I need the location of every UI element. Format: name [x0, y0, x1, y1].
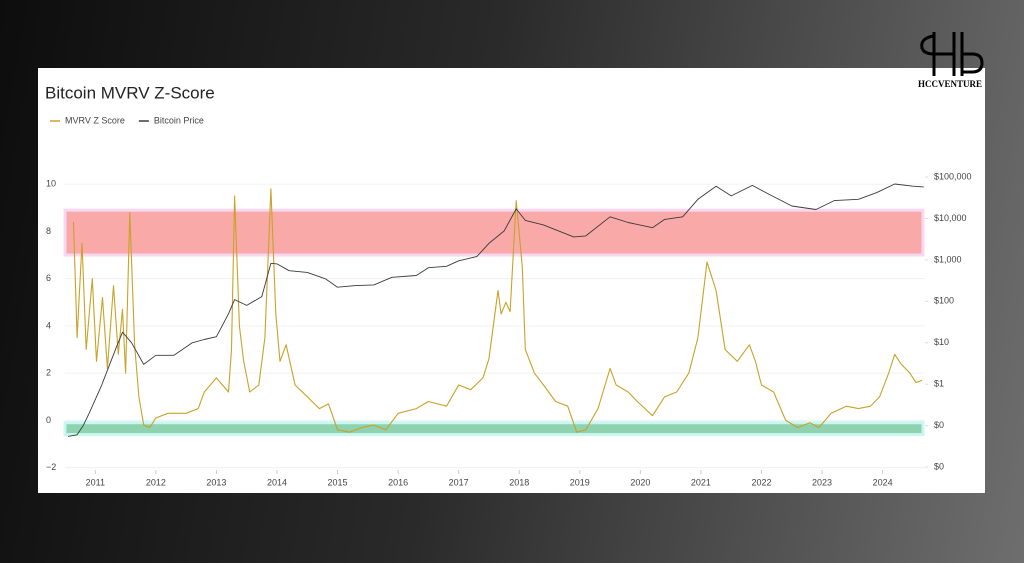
y2-tick-label: $0 [934, 461, 944, 471]
y-tick-label: 2 [46, 368, 51, 378]
logo: HCCVENTURE [918, 32, 984, 89]
y-tick-label: 8 [46, 226, 51, 236]
y2-tick-label: $100,000 [934, 171, 972, 181]
y-tick-label: 10 [46, 179, 56, 189]
zone-band [63, 208, 925, 257]
x-tick-label: 2021 [691, 477, 711, 487]
y2-tick-label: $1 [934, 379, 944, 389]
y2-tick-label: $10,000 [934, 213, 967, 223]
x-tick-label: 2020 [630, 477, 650, 487]
y-tick-label: 6 [46, 273, 51, 283]
series-line [67, 183, 924, 437]
y-tick-label: 0 [46, 415, 51, 425]
y2-tick-label: $10 [934, 337, 949, 347]
x-tick-label: 2022 [751, 477, 771, 487]
x-tick-label: 2024 [873, 477, 893, 487]
x-tick-label: 2017 [449, 477, 469, 487]
x-tick-label: 2013 [206, 477, 226, 487]
logo-text: HCCVENTURE [918, 79, 982, 89]
y2-tick-label: $0 [934, 420, 944, 430]
x-tick-label: 2014 [267, 477, 287, 487]
y-tick-label: −2 [46, 462, 56, 472]
series-line [72, 188, 923, 433]
legend-label: MVRV Z Score [65, 115, 125, 125]
y-tick-label: 4 [46, 320, 51, 330]
zone-band [63, 421, 925, 437]
x-tick-label: 2011 [86, 477, 105, 487]
x-tick-label: 2023 [812, 477, 832, 487]
logo-mark [920, 32, 984, 76]
x-tick-label: 2019 [570, 477, 590, 487]
chart-panel: Bitcoin MVRV Z-Score −2 0 2 4 6 8 10 $0 $0 $1 $10 $… [38, 68, 985, 493]
y2-tick-label: $1,000 [934, 254, 962, 264]
chart-title: Bitcoin MVRV Z-Score [45, 83, 215, 102]
chart: Bitcoin MVRV Z-Score −2 0 2 4 6 8 10 $0 $0 $1 $10 $… [45, 83, 972, 487]
x-tick-label: 2012 [146, 477, 166, 487]
legend-label: Bitcoin Price [154, 115, 204, 125]
y2-tick-label: $100 [934, 296, 954, 306]
x-tick-label: 2018 [509, 477, 529, 487]
x-tick-label: 2016 [388, 477, 408, 487]
x-tick-label: 2015 [328, 477, 348, 487]
